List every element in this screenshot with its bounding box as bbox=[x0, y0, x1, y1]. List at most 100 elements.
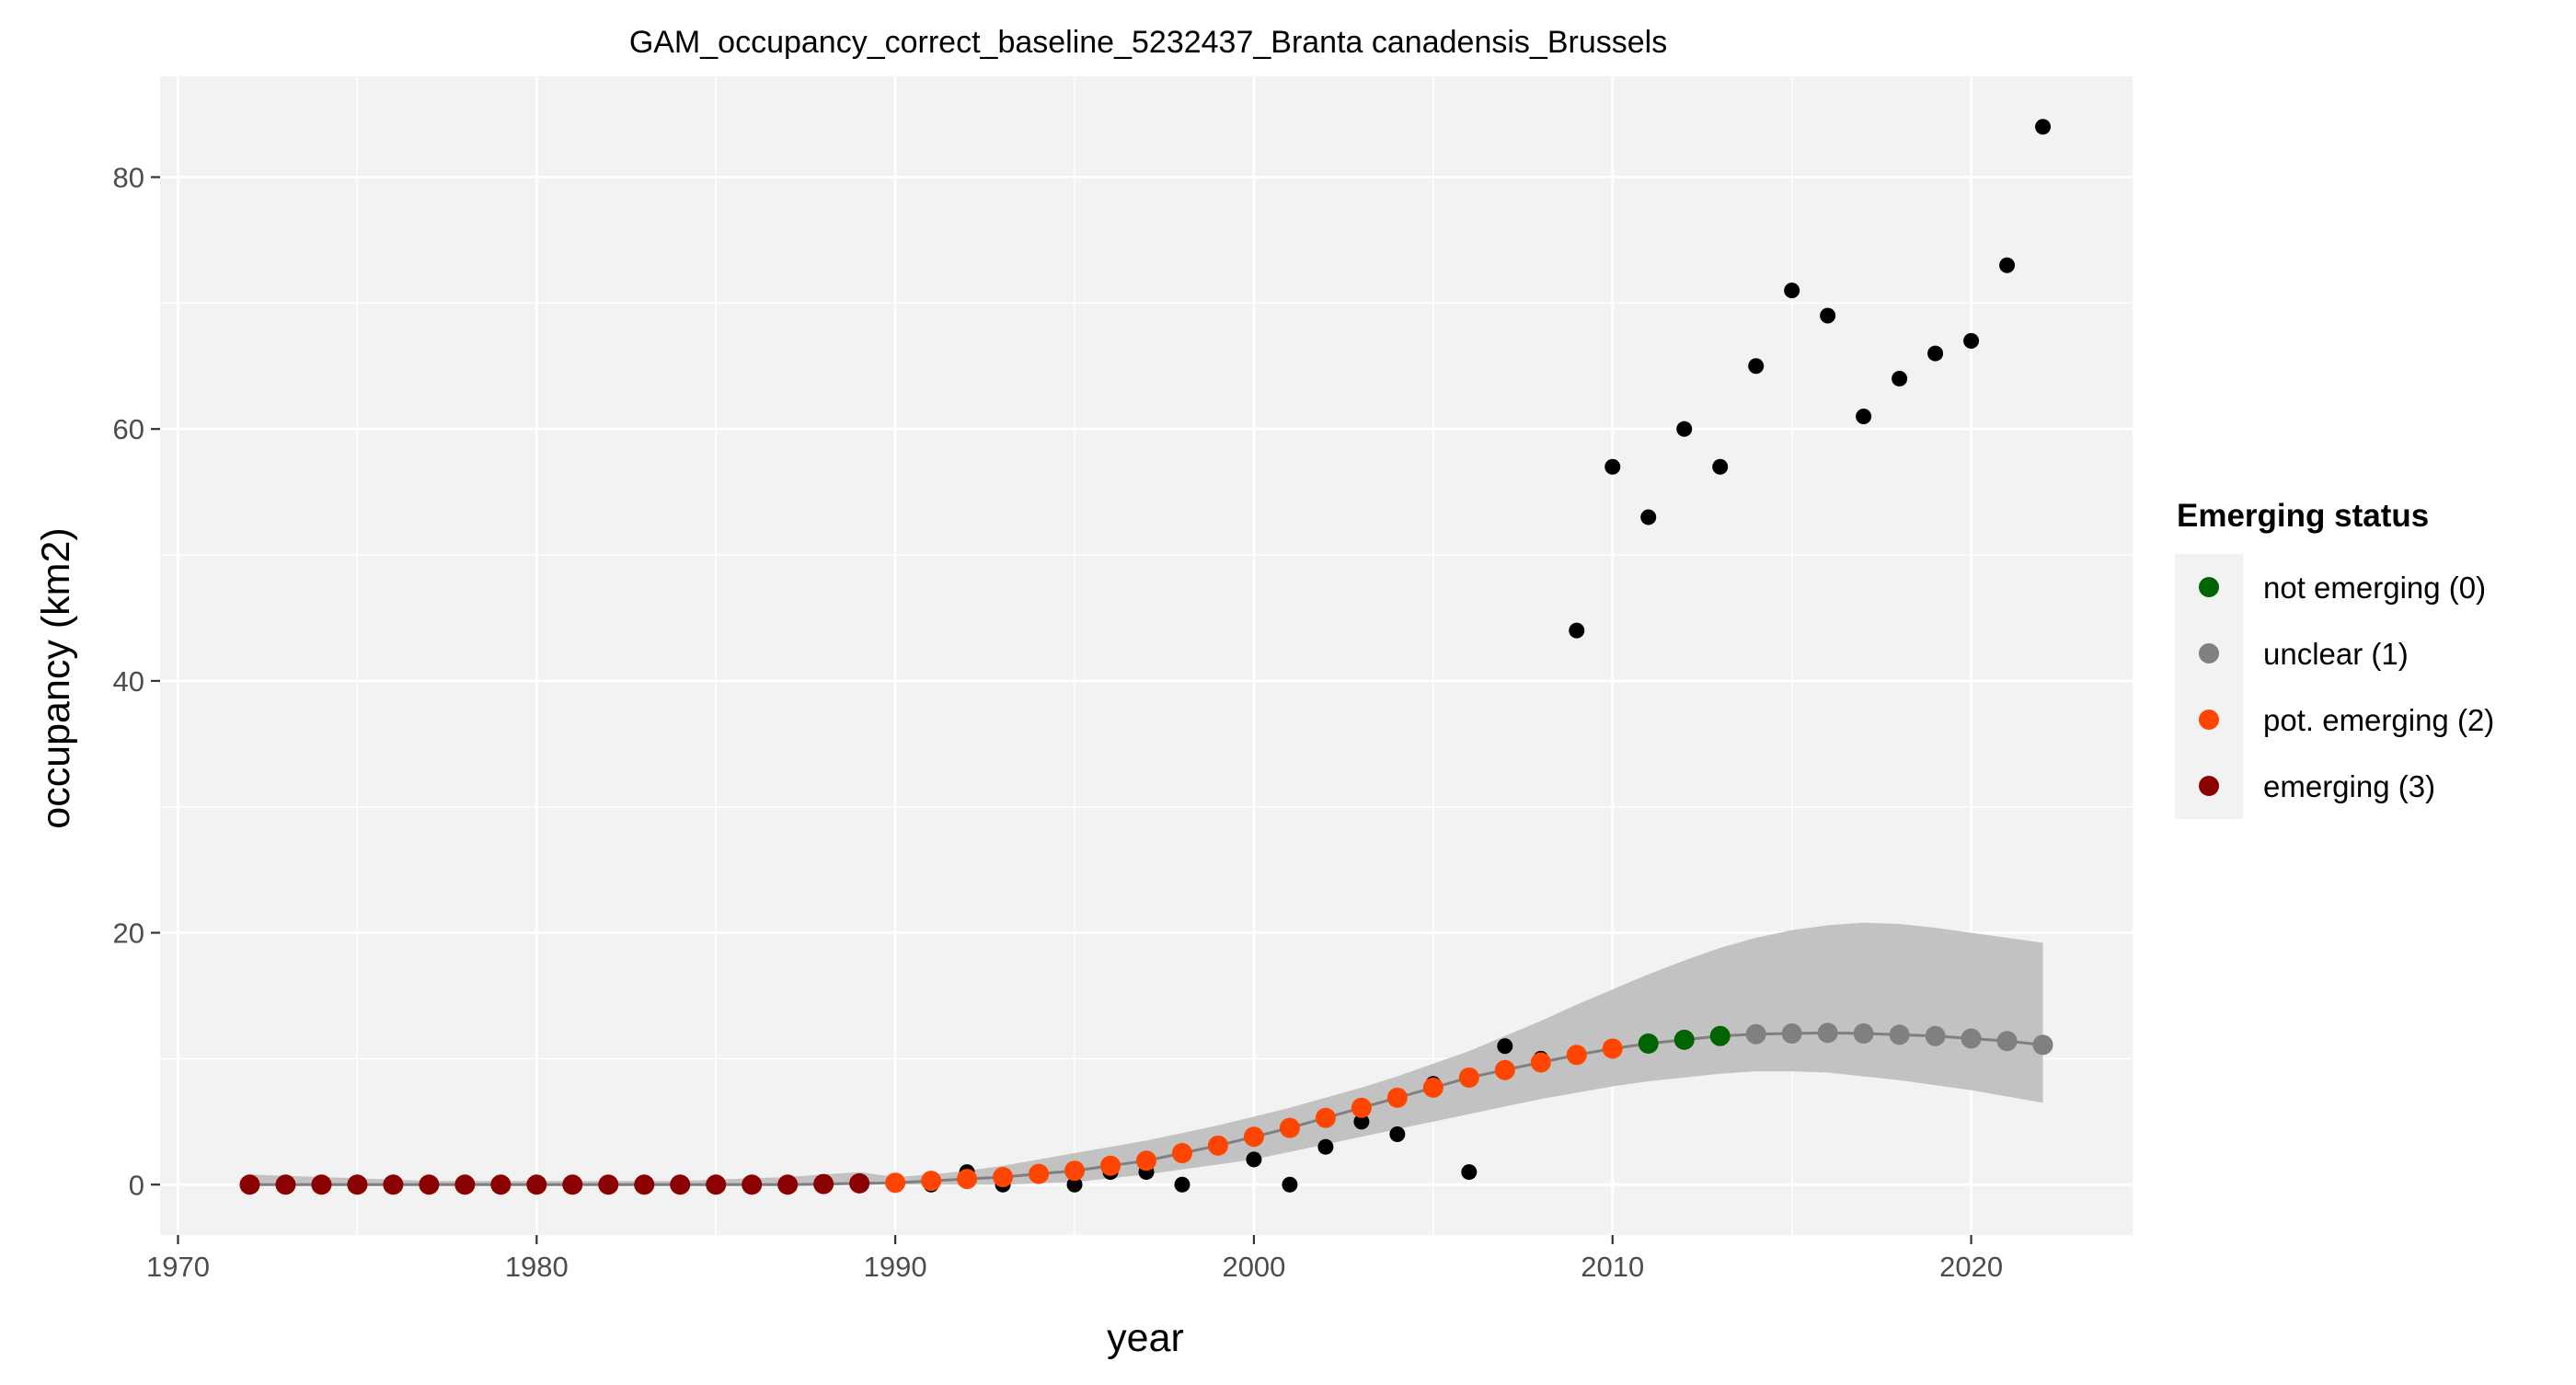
observed-point bbox=[1497, 1038, 1513, 1055]
fitted-status-point bbox=[1673, 1029, 1695, 1050]
fitted-status-point bbox=[706, 1174, 727, 1195]
fitted-status-point bbox=[1602, 1038, 1623, 1059]
legend-key-point bbox=[2199, 776, 2219, 796]
observed-point bbox=[1246, 1151, 1262, 1168]
fitted-status-point bbox=[1207, 1135, 1228, 1156]
fitted-status-point bbox=[1494, 1059, 1515, 1080]
fitted-status-point bbox=[813, 1173, 834, 1195]
legend-key-point bbox=[2199, 710, 2219, 730]
fitted-status-point bbox=[2032, 1034, 2053, 1056]
observed-point bbox=[1282, 1176, 1298, 1193]
legend-title: Emerging status bbox=[2177, 498, 2429, 534]
observed-point bbox=[1640, 509, 1657, 525]
observed-point bbox=[1389, 1126, 1406, 1143]
plot-panel-group: 1970 1980 1990 2000 2010 2020 0 20 40 60 80 bbox=[113, 76, 2133, 1283]
fitted-status-point bbox=[957, 1169, 978, 1190]
fitted-status-point bbox=[993, 1167, 1014, 1188]
fitted-status-point bbox=[1566, 1045, 1587, 1066]
observed-point bbox=[1174, 1176, 1190, 1193]
observed-point bbox=[1066, 1176, 1083, 1193]
fitted-status-point bbox=[1351, 1097, 1372, 1118]
legend-key-point bbox=[2199, 577, 2219, 597]
fitted-status-point bbox=[526, 1174, 547, 1195]
fitted-status-point bbox=[311, 1174, 332, 1195]
legend-label: pot. emerging (2) bbox=[2263, 703, 2494, 737]
observed-point bbox=[1461, 1164, 1478, 1181]
fitted-status-point bbox=[1100, 1155, 1121, 1176]
chart-title: GAM_occupancy_correct_baseline_5232437_B… bbox=[629, 25, 1667, 60]
fitted-status-point bbox=[921, 1171, 942, 1192]
fitted-status-point bbox=[239, 1174, 260, 1195]
legend-key-point bbox=[2199, 643, 2219, 664]
observed-point bbox=[1748, 358, 1765, 375]
fitted-status-point bbox=[1315, 1107, 1336, 1128]
x-tick-label: 2010 bbox=[1581, 1251, 1644, 1283]
legend-label: unclear (1) bbox=[2263, 637, 2409, 671]
fitted-status-point bbox=[1029, 1163, 1050, 1184]
observed-point bbox=[1963, 332, 1980, 349]
fitted-status-point bbox=[347, 1174, 368, 1195]
fitted-status-point bbox=[419, 1174, 440, 1195]
legend-key-background bbox=[2175, 554, 2243, 819]
fitted-status-point bbox=[670, 1174, 691, 1195]
fitted-status-point bbox=[1709, 1025, 1731, 1046]
fitted-status-point bbox=[1279, 1117, 1300, 1138]
observed-point bbox=[1712, 458, 1729, 475]
observed-point bbox=[1784, 283, 1800, 299]
observed-point bbox=[1317, 1138, 1334, 1155]
observed-point bbox=[1676, 421, 1693, 437]
fitted-status-point bbox=[742, 1174, 763, 1195]
observed-point bbox=[1856, 408, 1872, 424]
observed-point bbox=[1820, 307, 1836, 324]
fitted-status-point bbox=[1458, 1067, 1479, 1088]
fitted-status-point bbox=[1136, 1150, 1156, 1171]
x-tick-label: 1980 bbox=[505, 1251, 569, 1283]
fitted-status-point bbox=[1638, 1033, 1659, 1054]
legend-label: not emerging (0) bbox=[2263, 571, 2486, 605]
fitted-status-point bbox=[1889, 1024, 1910, 1045]
fitted-status-point bbox=[454, 1174, 476, 1195]
fitted-status-point bbox=[1386, 1087, 1408, 1108]
fitted-status-point bbox=[1817, 1022, 1838, 1044]
observed-point bbox=[1604, 458, 1621, 475]
legend-label: emerging (3) bbox=[2263, 769, 2435, 803]
observed-point bbox=[1892, 370, 1908, 387]
fitted-status-point bbox=[1996, 1031, 2018, 1052]
fitted-status-point bbox=[1530, 1052, 1551, 1073]
y-tick-label: 80 bbox=[113, 161, 144, 193]
observed-point bbox=[1353, 1114, 1370, 1130]
fitted-status-point bbox=[383, 1174, 404, 1195]
observed-point bbox=[1999, 257, 2016, 273]
y-tick-label: 40 bbox=[113, 665, 144, 698]
y-axis-label: occupancy (km2) bbox=[34, 527, 78, 828]
fitted-status-point bbox=[1925, 1025, 1946, 1046]
legend: Emerging status not emerging (0) unclear … bbox=[2175, 498, 2494, 819]
fitted-status-point bbox=[490, 1174, 512, 1195]
fitted-status-point bbox=[1422, 1077, 1443, 1098]
fitted-status-point bbox=[634, 1174, 655, 1195]
observed-point bbox=[2035, 119, 2052, 135]
y-tick-label: 60 bbox=[113, 413, 144, 445]
fitted-status-point bbox=[1745, 1023, 1766, 1045]
x-tick-label: 1970 bbox=[146, 1251, 210, 1283]
x-tick-label: 1990 bbox=[864, 1251, 927, 1283]
fitted-status-point bbox=[1781, 1023, 1802, 1045]
x-axis-label: year bbox=[1107, 1316, 1184, 1360]
fitted-status-point bbox=[1961, 1028, 1982, 1049]
observed-point bbox=[1927, 345, 1944, 362]
y-tick-label: 20 bbox=[113, 918, 144, 950]
fitted-status-point bbox=[598, 1174, 619, 1195]
fitted-status-point bbox=[885, 1172, 906, 1194]
y-tick-label: 0 bbox=[129, 1169, 144, 1201]
fitted-status-point bbox=[849, 1172, 870, 1194]
fitted-status-point bbox=[1171, 1143, 1192, 1164]
x-tick-label: 2020 bbox=[1939, 1251, 2003, 1283]
fitted-status-point bbox=[1243, 1126, 1264, 1148]
observed-point bbox=[1569, 622, 1585, 639]
fitted-status-point bbox=[275, 1174, 296, 1195]
x-tick-label: 2000 bbox=[1222, 1251, 1285, 1283]
fitted-status-point bbox=[1853, 1023, 1874, 1045]
fitted-status-point bbox=[1064, 1160, 1086, 1182]
fitted-status-point bbox=[777, 1174, 799, 1195]
